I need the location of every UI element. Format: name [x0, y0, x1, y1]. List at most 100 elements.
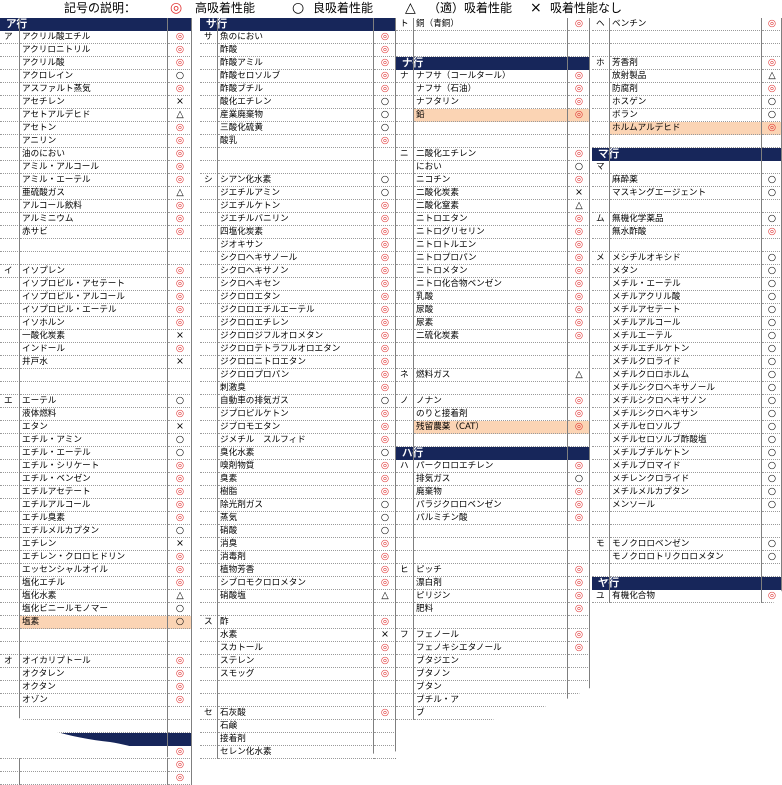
substance-name: エチル・エーテル: [20, 447, 168, 460]
initial-kana: [592, 382, 610, 395]
substance-name: 酢酸セロソルブ: [218, 70, 374, 83]
rating-symbol: ○: [568, 473, 590, 486]
substance-name: イソプレン: [20, 265, 168, 278]
rating-symbol: ◎: [568, 265, 590, 278]
substance-name: アクリル酸エチル: [20, 31, 168, 44]
initial-kana: [0, 200, 20, 213]
initial-kana: [200, 499, 218, 512]
substance-name: 二酸化窒素: [414, 200, 568, 213]
rating-symbol: ◎: [374, 252, 396, 265]
section-header: ヤ行: [592, 577, 782, 590]
substance-name: 無水酢酸: [610, 226, 762, 239]
rating-symbol: [168, 642, 192, 655]
rating-symbol: ◎: [568, 252, 590, 265]
initial-kana: [396, 434, 414, 447]
initial-kana: [200, 629, 218, 642]
initial-kana: [592, 447, 610, 460]
rating-symbol: ◎: [168, 278, 192, 291]
initial-kana: [200, 564, 218, 577]
legend-label-good: 良吸着性能: [313, 1, 374, 15]
substance-name: メチルエチルケトン: [610, 343, 762, 356]
substance-name: マスキングエージェント: [610, 187, 762, 200]
initial-kana: [592, 174, 610, 187]
substance-name: [414, 31, 568, 44]
rating-symbol: [568, 668, 590, 681]
rating-symbol: ◎: [568, 213, 590, 226]
substance-name: 二酸化炭素: [414, 187, 568, 200]
substance-name: メシチルオキシド: [610, 252, 762, 265]
rating-symbol: [374, 694, 396, 707]
initial-kana: サ: [200, 31, 218, 44]
initial-kana: [0, 525, 20, 538]
rating-symbol: ◎: [168, 668, 192, 681]
substance-name: シクロヘキセン: [218, 278, 374, 291]
substance-name: 産業廃棄物: [218, 109, 374, 122]
substance-name: 乳酸: [414, 291, 568, 304]
initial-kana: ニ: [396, 148, 414, 161]
initial-kana: [200, 278, 218, 291]
initial-kana: [396, 226, 414, 239]
column-divider: [761, 18, 762, 603]
rating-symbol: ◎: [374, 226, 396, 239]
excellent-symbol-icon: ◎: [170, 0, 183, 16]
initial-kana: [396, 473, 414, 486]
substance-name: 酢酸ブチル: [218, 83, 374, 96]
section-header: マ行: [592, 148, 782, 161]
substance-name: [20, 746, 168, 759]
substance-name: ジクロロエチレン: [218, 317, 374, 330]
substance-name: メチルブロマイド: [610, 460, 762, 473]
substance-name: メチレンクロライド: [610, 473, 762, 486]
section-header: カ行: [0, 733, 192, 746]
initial-kana: ハ: [396, 460, 414, 473]
substance-name: シクロヘキサノール: [218, 252, 374, 265]
rating-symbol: ◎: [168, 161, 192, 174]
initial-kana: [200, 720, 218, 733]
substance-name: インドール: [20, 343, 168, 356]
column-divider: [567, 18, 568, 720]
initial-kana: [0, 408, 20, 421]
initial-kana: [0, 564, 20, 577]
substance-name: 赤サビ: [20, 226, 168, 239]
substance-name: エチル・ベンゼン: [20, 473, 168, 486]
initial-kana: [592, 96, 610, 109]
legend: 記号の説明： ◎ 高吸着性能 ○ 良吸着性能 △ （適）吸着性能 × 吸着性能な…: [0, 0, 782, 18]
substance-name: [218, 681, 374, 694]
rating-symbol: ○: [374, 525, 396, 538]
initial-kana: [200, 226, 218, 239]
legend-label-fair: （適）吸着性能: [428, 1, 513, 15]
initial-kana: [396, 44, 414, 57]
initial-kana: [396, 499, 414, 512]
substance-name: ピリジン: [414, 590, 568, 603]
rating-symbol: ◎: [168, 174, 192, 187]
initial-kana: [396, 304, 414, 317]
rating-symbol: ◎: [374, 486, 396, 499]
substance-name: 無機化学薬品: [610, 213, 762, 226]
substance-name: 四塩化炭素: [218, 226, 374, 239]
initial-kana: [0, 174, 20, 187]
rating-symbol: ○: [762, 304, 782, 317]
rating-symbol: △: [168, 590, 192, 603]
rating-symbol: ◎: [374, 473, 396, 486]
rating-symbol: ○: [762, 395, 782, 408]
substance-name: メンソール: [610, 499, 762, 512]
initial-kana: [200, 447, 218, 460]
rating-symbol: ○: [374, 395, 396, 408]
substance-name: メチルシクロヘキサノール: [610, 382, 762, 395]
column-divider: [19, 18, 20, 785]
substance-name: 接着剤: [218, 733, 374, 746]
initial-kana: [0, 577, 20, 590]
substance-name: 井戸水: [20, 356, 168, 369]
rating-symbol: ○: [762, 330, 782, 343]
rating-symbol: ◎: [568, 304, 590, 317]
substance-name: ベンチン: [610, 18, 762, 31]
initial-kana: [0, 70, 20, 83]
initial-kana: [0, 629, 20, 642]
initial-kana: [200, 538, 218, 551]
substance-name: ニトロプロパン: [414, 252, 568, 265]
initial-kana: [396, 616, 414, 629]
substance-name: 塩素: [20, 616, 168, 629]
substance-name: アセトアルデヒド: [20, 109, 168, 122]
substance-name: ニトロ化合物ベンゼン: [414, 278, 568, 291]
rating-symbol: ○: [762, 486, 782, 499]
rating-symbol: ◎: [374, 551, 396, 564]
